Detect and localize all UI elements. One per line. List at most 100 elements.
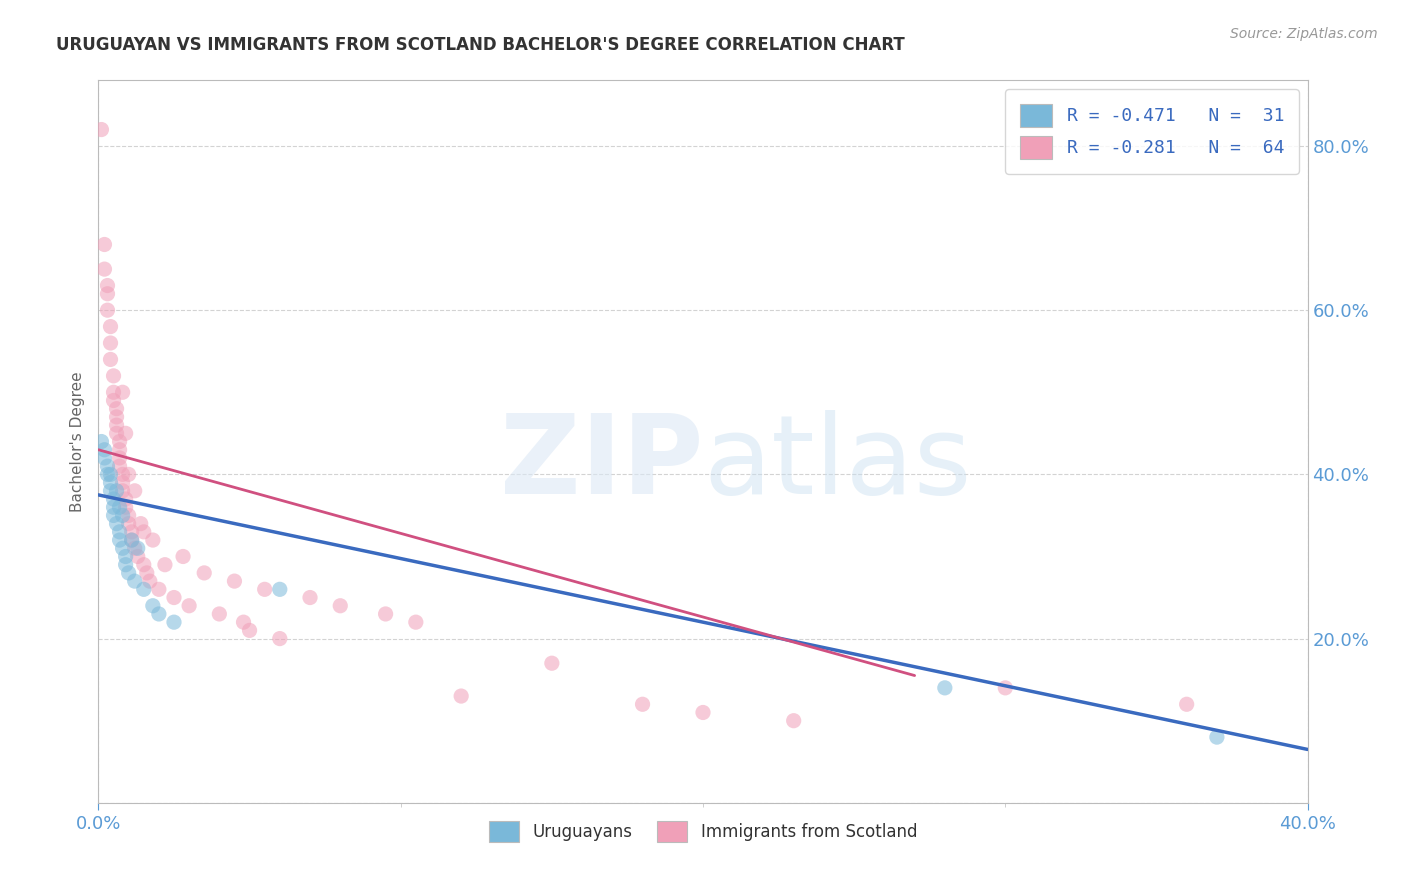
Point — [105, 516, 128, 531]
Point — [118, 566, 141, 580]
Point — [108, 524, 131, 539]
Point — [108, 450, 131, 465]
Point — [108, 434, 131, 449]
Point — [132, 558, 155, 572]
Point — [631, 698, 654, 712]
Point — [148, 582, 170, 597]
Point — [172, 549, 194, 564]
Text: ZIP: ZIP — [499, 409, 703, 516]
Point — [114, 491, 136, 506]
Legend: Uruguayans, Immigrants from Scotland: Uruguayans, Immigrants from Scotland — [482, 814, 924, 848]
Point — [142, 533, 165, 547]
Point — [93, 237, 115, 252]
Point — [111, 508, 134, 523]
Point — [111, 385, 134, 400]
Point — [111, 467, 134, 482]
Point — [108, 442, 131, 457]
Point — [111, 475, 134, 490]
Point — [105, 409, 128, 424]
Point — [121, 533, 143, 547]
Point — [994, 681, 1017, 695]
Point — [105, 426, 128, 441]
Point — [127, 541, 149, 556]
Point — [129, 516, 152, 531]
Point — [93, 450, 115, 465]
Point — [96, 278, 118, 293]
Point — [692, 706, 714, 720]
Point — [118, 467, 141, 482]
Point — [269, 632, 291, 646]
Point — [100, 475, 122, 490]
Point — [103, 500, 125, 515]
Point — [103, 368, 125, 383]
Point — [148, 607, 170, 621]
Point — [299, 591, 322, 605]
Point — [329, 599, 352, 613]
Point — [93, 262, 115, 277]
Point — [135, 566, 157, 580]
Point — [121, 533, 143, 547]
Point — [103, 491, 125, 506]
Point — [121, 524, 143, 539]
Point — [111, 483, 134, 498]
Point — [1206, 730, 1229, 744]
Point — [111, 541, 134, 556]
Point — [253, 582, 276, 597]
Point — [96, 303, 118, 318]
Point — [100, 336, 122, 351]
Point — [93, 442, 115, 457]
Point — [124, 483, 146, 498]
Point — [100, 483, 122, 498]
Point — [269, 582, 291, 597]
Point — [132, 582, 155, 597]
Point — [374, 607, 396, 621]
Point — [108, 533, 131, 547]
Text: atlas: atlas — [703, 409, 972, 516]
Point — [118, 516, 141, 531]
Point — [124, 541, 146, 556]
Point — [232, 615, 254, 630]
Point — [96, 467, 118, 482]
Point — [163, 615, 186, 630]
Point — [179, 599, 201, 613]
Point — [124, 574, 146, 588]
Point — [108, 500, 131, 515]
Point — [450, 689, 472, 703]
Point — [90, 434, 112, 449]
Point — [193, 566, 215, 580]
Point — [100, 319, 122, 334]
Point — [783, 714, 806, 728]
Point — [142, 599, 165, 613]
Point — [405, 615, 427, 630]
Point — [96, 286, 118, 301]
Point — [103, 385, 125, 400]
Point — [96, 459, 118, 474]
Point — [118, 508, 141, 523]
Point — [105, 418, 128, 433]
Point — [239, 624, 262, 638]
Point — [224, 574, 246, 588]
Point — [139, 574, 162, 588]
Point — [114, 558, 136, 572]
Point — [153, 558, 176, 572]
Point — [103, 508, 125, 523]
Point — [114, 549, 136, 564]
Point — [100, 467, 122, 482]
Point — [132, 524, 155, 539]
Point — [114, 426, 136, 441]
Point — [90, 122, 112, 136]
Point — [103, 393, 125, 408]
Point — [105, 401, 128, 416]
Text: URUGUAYAN VS IMMIGRANTS FROM SCOTLAND BACHELOR'S DEGREE CORRELATION CHART: URUGUAYAN VS IMMIGRANTS FROM SCOTLAND BA… — [56, 36, 905, 54]
Point — [100, 352, 122, 367]
Y-axis label: Bachelor's Degree: Bachelor's Degree — [69, 371, 84, 512]
Point — [540, 657, 562, 671]
Point — [114, 500, 136, 515]
Point — [127, 549, 149, 564]
Point — [208, 607, 231, 621]
Point — [108, 459, 131, 474]
Point — [934, 681, 956, 695]
Point — [163, 591, 186, 605]
Point — [105, 483, 128, 498]
Point — [1175, 698, 1198, 712]
